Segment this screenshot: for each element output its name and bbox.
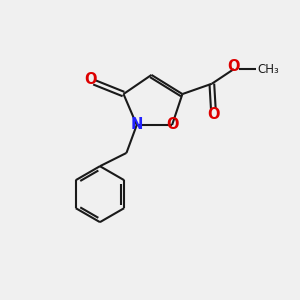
Text: O: O	[84, 72, 97, 87]
Text: O: O	[166, 118, 178, 133]
Text: N: N	[130, 118, 143, 133]
Text: O: O	[207, 106, 220, 122]
Text: O: O	[228, 59, 240, 74]
Text: CH₃: CH₃	[257, 62, 279, 76]
